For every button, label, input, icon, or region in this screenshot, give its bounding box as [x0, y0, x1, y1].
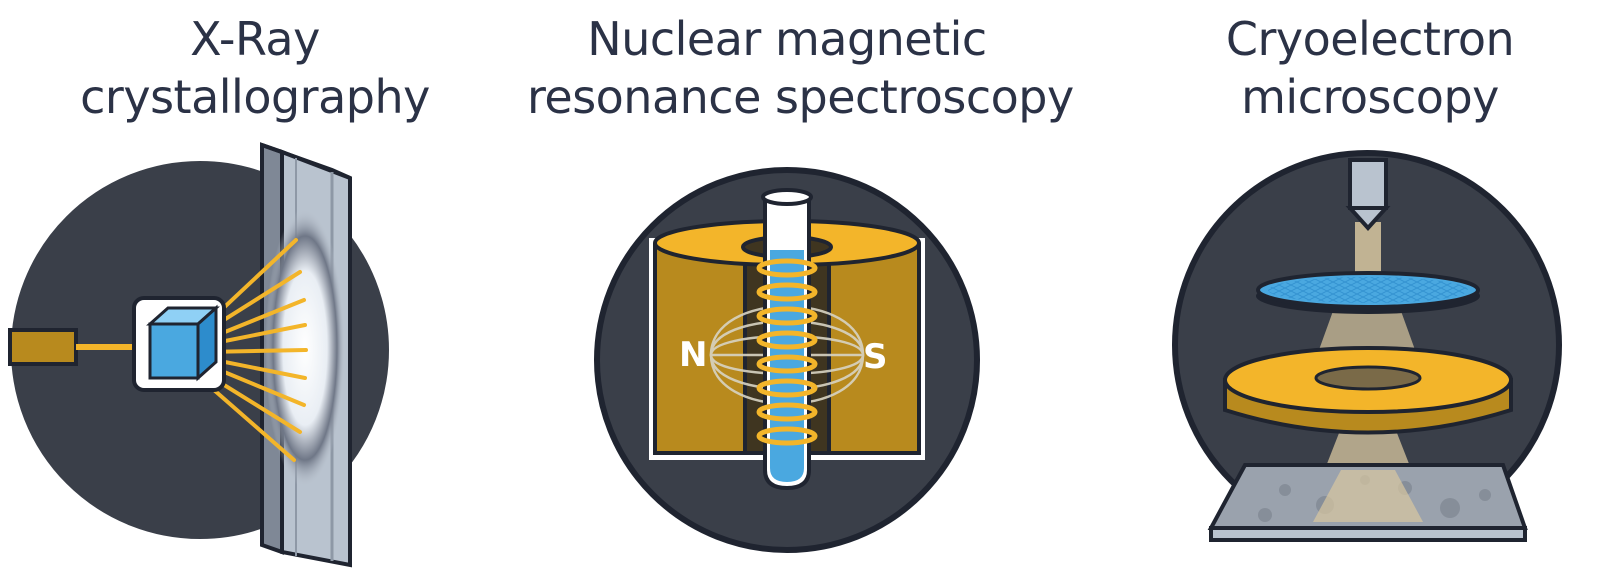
north-pole-label: N — [679, 335, 707, 375]
diffraction-pattern — [265, 208, 345, 488]
title-line: Nuclear magnetic — [587, 12, 987, 66]
title-line: crystallography — [80, 70, 430, 124]
detector-slab — [1207, 463, 1528, 542]
panel-title-cryoem: Cryoelectron microscopy — [1110, 10, 1598, 126]
cryoem-illustration — [1172, 150, 1562, 542]
crystal-cube — [132, 296, 226, 392]
panel-title-nmr: Nuclear magnetic resonance spectroscopy — [527, 10, 1074, 126]
nmr-illustration: N S — [594, 167, 980, 553]
rf-coil — [756, 258, 818, 446]
magnetic-lens — [1223, 346, 1513, 435]
sample-grid — [1256, 271, 1480, 314]
panel-cryoem: Cryoelectron microscopy — [1105, 0, 1598, 584]
panel-nmr: Nuclear magnetic resonance spectroscopy — [527, 0, 1074, 584]
panel-xray: X-Ray crystallography — [0, 0, 520, 584]
title-line: Cryoelectron — [1225, 12, 1515, 66]
panel-title-xray: X-Ray crystallography — [0, 10, 515, 126]
south-pole-label: S — [863, 337, 888, 377]
electron-gun — [1345, 158, 1391, 231]
title-line: resonance spectroscopy — [527, 70, 1074, 124]
title-line: microscopy — [1241, 70, 1499, 124]
title-line: X-Ray — [190, 12, 320, 66]
xray-illustration — [5, 142, 395, 568]
xray-source — [8, 328, 78, 366]
